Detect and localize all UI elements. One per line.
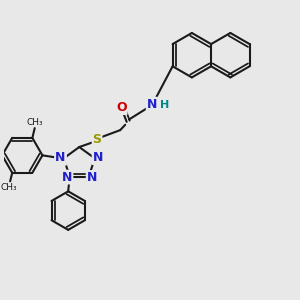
Text: N: N (56, 152, 66, 165)
Text: CH₃: CH₃ (26, 118, 43, 127)
Text: N: N (62, 171, 73, 184)
Text: N: N (92, 151, 103, 164)
Text: S: S (92, 133, 101, 146)
Text: O: O (116, 101, 127, 114)
Text: N: N (87, 171, 97, 184)
Text: N: N (55, 151, 65, 164)
Text: N: N (93, 151, 104, 164)
Text: CH₃: CH₃ (0, 183, 17, 192)
Text: H: H (160, 100, 169, 110)
Text: N: N (147, 98, 157, 111)
